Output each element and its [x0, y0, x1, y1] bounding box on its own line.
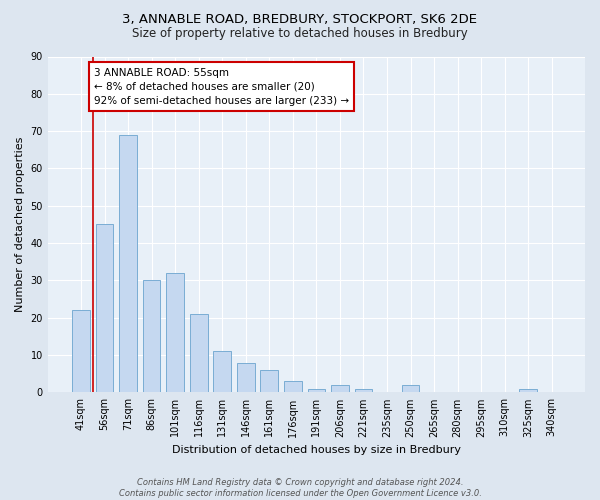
- Text: 3, ANNABLE ROAD, BREDBURY, STOCKPORT, SK6 2DE: 3, ANNABLE ROAD, BREDBURY, STOCKPORT, SK…: [122, 12, 478, 26]
- X-axis label: Distribution of detached houses by size in Bredbury: Distribution of detached houses by size …: [172, 445, 461, 455]
- Bar: [331, 385, 349, 392]
- Bar: [520, 388, 537, 392]
- Bar: [402, 385, 419, 392]
- Bar: [96, 224, 113, 392]
- Bar: [355, 388, 372, 392]
- Text: Size of property relative to detached houses in Bredbury: Size of property relative to detached ho…: [132, 28, 468, 40]
- Bar: [143, 280, 160, 392]
- Bar: [119, 135, 137, 392]
- Y-axis label: Number of detached properties: Number of detached properties: [15, 137, 25, 312]
- Bar: [190, 314, 208, 392]
- Bar: [308, 388, 325, 392]
- Bar: [284, 381, 302, 392]
- Bar: [237, 362, 254, 392]
- Text: 3 ANNABLE ROAD: 55sqm
← 8% of detached houses are smaller (20)
92% of semi-detac: 3 ANNABLE ROAD: 55sqm ← 8% of detached h…: [94, 68, 349, 106]
- Bar: [260, 370, 278, 392]
- Text: Contains HM Land Registry data © Crown copyright and database right 2024.
Contai: Contains HM Land Registry data © Crown c…: [119, 478, 481, 498]
- Bar: [166, 273, 184, 392]
- Bar: [72, 310, 90, 392]
- Bar: [214, 352, 231, 393]
